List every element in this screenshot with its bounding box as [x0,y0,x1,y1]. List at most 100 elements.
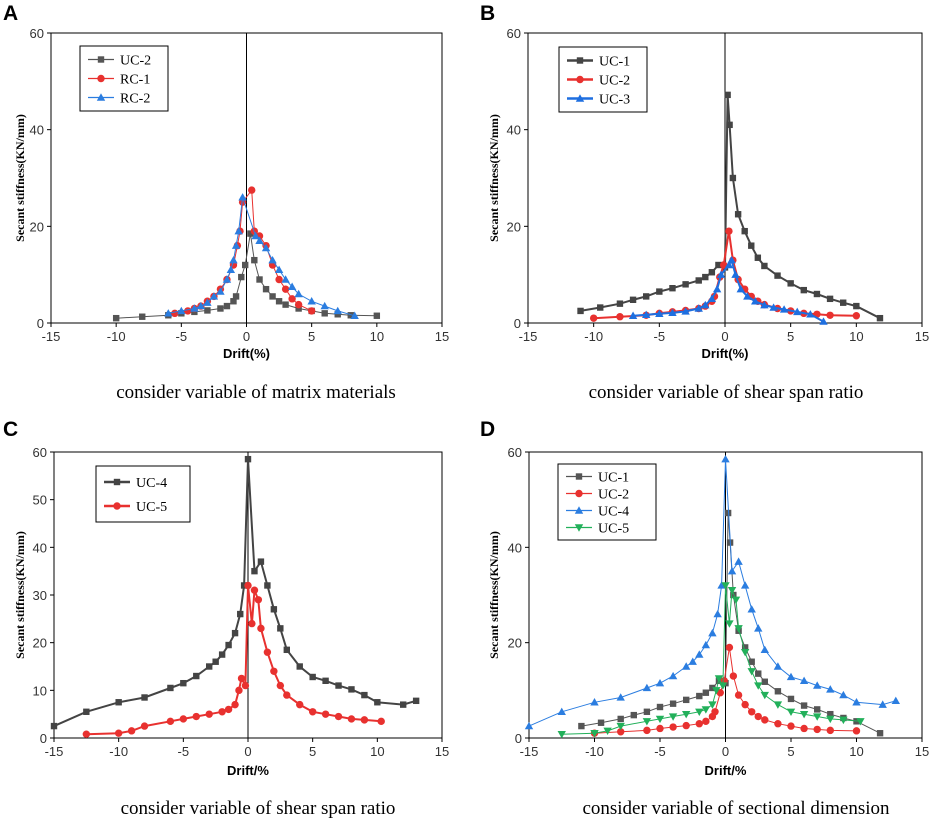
data-point [724,260,734,269]
data-point [715,261,722,269]
data-point [655,678,665,687]
data-point [839,716,848,725]
legend-label: UC-3 [599,93,630,108]
x-tick-label: -10 [107,329,126,344]
data-point [729,672,738,680]
data-point [248,186,256,194]
data-point [590,730,599,738]
y-tick-label: 20 [507,219,521,234]
data-point [275,298,283,305]
data-point [295,305,302,312]
data-point [597,304,604,311]
data-point [707,294,717,303]
data-point [377,717,385,726]
data-point [281,285,290,293]
data-point [786,672,796,681]
legend-label: UC-1 [598,471,629,486]
y-tick-label: 60 [33,445,47,460]
data-point [240,582,248,589]
data-point [668,713,678,721]
data-point [229,255,238,264]
data-point [643,726,651,735]
data-point [727,587,737,595]
data-point [251,567,258,575]
legend-label: UC-4 [598,505,629,520]
data-point [712,284,722,293]
data-point [813,725,821,734]
y-tick-label: 20 [33,636,47,651]
data-point [718,682,728,690]
data-point [725,227,733,235]
series-line [580,94,881,320]
data-point [682,281,689,288]
data-point [322,677,329,684]
data-point [270,667,278,675]
data-point [773,701,783,709]
data-point [222,275,232,283]
data-point [656,288,663,295]
data-point [248,619,256,628]
data-point [218,651,226,658]
legend-label: RC-1 [120,73,150,88]
data-point [577,307,584,315]
legend-marker [576,57,584,64]
series-uc-5 [557,582,865,739]
data-point [589,314,598,322]
data-point [734,557,743,565]
data-point [755,670,762,677]
data-point [799,676,809,684]
data-point [761,678,768,685]
data-point [237,674,246,683]
x-tick-label: -5 [654,329,666,344]
data-point [725,620,734,628]
data-point [241,681,250,690]
x-tick-label: 0 [722,744,729,759]
data-point [852,727,861,735]
data-point [251,256,258,264]
x-axis-label: Drift(%) [702,346,749,361]
data-point [694,304,703,312]
y-axis-label: Secant stiffness(KN/mm) [13,531,27,659]
data-point [412,697,420,705]
panel-caption: consider variable of sectional dimension [582,798,890,819]
data-point [760,645,769,654]
data-point [361,691,368,699]
data-point [839,690,848,699]
data-point [721,454,730,463]
data-point [262,285,270,293]
data-point [171,309,179,318]
data-point [740,581,750,589]
data-point [716,270,726,278]
data-point [748,242,755,249]
data-point [826,311,834,319]
data-point [234,226,243,235]
data-point [748,658,755,665]
data-point [231,241,241,249]
data-point [557,707,566,715]
data-point [179,715,188,723]
legend-label: UC-2 [120,54,151,69]
data-point [557,730,566,739]
data-point [578,722,585,730]
data-point [184,307,192,315]
y-tick-label: 0 [37,316,44,331]
data-point [702,273,709,281]
data-point [656,724,664,733]
x-axis-label: Drift(%) [223,346,270,361]
data-point [205,710,213,718]
data-point [616,693,625,701]
data-point [193,672,200,680]
data-point [806,310,815,318]
data-point [83,708,90,715]
data-point [727,255,736,264]
data-point [244,581,252,590]
data-point [773,662,783,670]
legend: UC-1 UC-2 UC-4 UC-5 [557,463,657,541]
legend-marker [575,473,583,480]
data-point [616,722,625,731]
y-tick-label: 30 [33,588,47,603]
data-point [321,710,330,718]
series-line [561,585,861,735]
legend-marker [97,74,105,83]
data-point [708,701,717,709]
